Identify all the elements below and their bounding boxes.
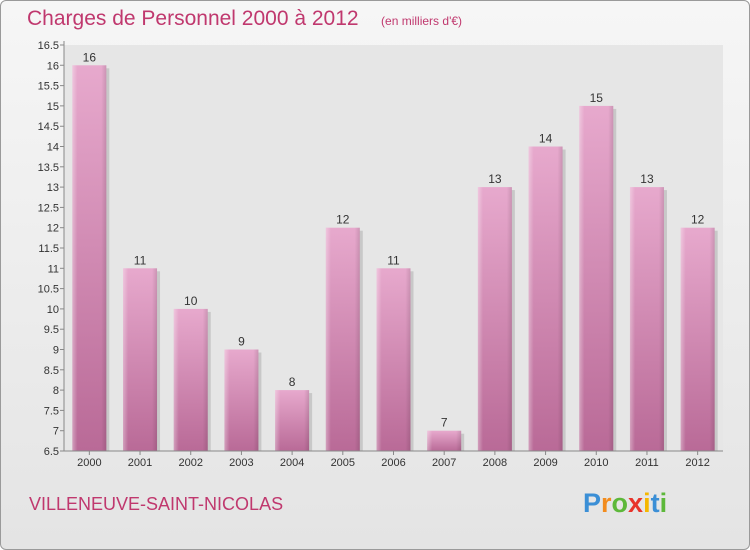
y-tick-label: 15	[47, 101, 59, 113]
bar-2012: 12	[680, 213, 718, 451]
bar-value-label: 12	[336, 213, 350, 227]
bar-highlight	[579, 105, 614, 452]
x-tick-label: 2009	[533, 457, 557, 469]
bar-2003: 9	[224, 335, 262, 451]
y-tick-label: 8	[53, 385, 59, 397]
x-axis: 2000 2001 2002 2003 2004 2005 2006 2007 2008 2009…	[64, 450, 723, 469]
y-tick-label: 6.5	[44, 446, 59, 458]
bar-highlight	[173, 308, 208, 451]
y-axis: 6.5 7 7.5 8 8.5 9 9.5 10 10.5 11 11.5 12 12.5 13 13.5 1…	[38, 40, 65, 458]
x-tick-label: 2010	[584, 457, 608, 469]
bar-highlight	[629, 187, 664, 451]
bar-value-label: 11	[387, 253, 400, 267]
bar-2005: 12	[325, 213, 363, 451]
bar-2008: 13	[477, 172, 515, 451]
x-tick-label: 2002	[178, 457, 202, 469]
bar-2000: 16	[72, 50, 110, 452]
x-tick-label: 2011	[635, 457, 659, 469]
y-tick-label: 9.5	[44, 324, 59, 336]
y-tick-label: 7.5	[44, 405, 59, 417]
bar-2007: 7	[427, 416, 465, 451]
bar-value-label: 7	[441, 416, 448, 430]
bar-value-label: 8	[289, 375, 296, 389]
y-tick-label: 8.5	[44, 365, 59, 377]
y-tick-label: 16.5	[38, 40, 59, 52]
bar-highlight	[275, 390, 310, 451]
bar-highlight	[72, 65, 107, 452]
bars-group: 16 11 10 9 8 12 11 7 13 14 15 13 12	[72, 50, 718, 452]
bar-2009: 14	[528, 132, 566, 451]
bar-value-label: 10	[184, 294, 198, 308]
y-tick-label: 7	[53, 426, 59, 438]
bar-value-label: 15	[590, 91, 604, 105]
bar-2001: 11	[123, 253, 161, 451]
y-tick-label: 11.5	[38, 243, 59, 255]
bar-value-label: 13	[488, 172, 502, 186]
y-tick-label: 12	[47, 223, 59, 235]
bar-2006: 11	[376, 253, 414, 451]
x-tick-label: 2004	[280, 457, 304, 469]
bar-highlight	[224, 349, 259, 451]
logo-letter: r	[601, 488, 612, 518]
chart-title: Charges de Personnel 2000 à 2012	[27, 7, 359, 30]
bar-highlight	[477, 187, 512, 451]
logo-letter: i	[643, 488, 651, 518]
x-tick-label: 2012	[685, 457, 709, 469]
bar-2010: 15	[579, 91, 617, 452]
logo-letter: o	[611, 488, 629, 518]
logo-letter: x	[628, 488, 644, 518]
bar-value-label: 9	[238, 335, 245, 349]
x-tick-label: 2005	[331, 457, 355, 469]
x-tick-label: 2003	[229, 457, 253, 469]
y-tick-label: 10.5	[38, 284, 59, 296]
x-tick-label: 2006	[381, 457, 405, 469]
bar-highlight	[680, 227, 715, 451]
y-tick-label: 9	[53, 345, 59, 357]
title-row: Charges de Personnel 2000 à 2012 (en mil…	[27, 7, 462, 31]
bar-highlight	[528, 146, 563, 451]
x-tick-label: 2001	[128, 457, 152, 469]
bar-value-label: 11	[134, 253, 147, 267]
x-tick-label: 2007	[432, 457, 456, 469]
bar-highlight	[123, 268, 158, 451]
y-tick-label: 14.5	[38, 121, 59, 133]
bar-2011: 13	[629, 172, 667, 451]
y-tick-label: 15.5	[38, 81, 59, 93]
y-tick-label: 14	[47, 142, 59, 154]
logo-letter: t	[650, 488, 660, 518]
bar-value-label: 16	[83, 50, 97, 64]
y-tick-label: 10	[47, 304, 59, 316]
city-name: VILLENEUVE-SAINT-NICOLAS	[29, 494, 284, 514]
x-tick-label: 2008	[483, 457, 507, 469]
bar-highlight	[376, 268, 411, 451]
y-tick-label: 13	[47, 182, 59, 194]
y-tick-label: 11	[48, 263, 59, 275]
chart-subtitle: (en milliers d'€)	[381, 14, 463, 28]
y-tick-label: 12.5	[38, 202, 59, 214]
bar-2002: 10	[173, 294, 211, 451]
logo-letter: i	[659, 488, 668, 518]
logo-letter: P	[583, 488, 602, 518]
bar-highlight	[427, 430, 462, 451]
proxiti-logo: Proxiti	[583, 488, 667, 519]
bar-value-label: 13	[640, 172, 654, 186]
bar-value-label: 14	[539, 132, 553, 146]
x-tick-label: 2000	[77, 457, 101, 469]
bar-2004: 8	[275, 375, 313, 451]
bar-highlight	[325, 227, 360, 451]
bar-value-label: 12	[691, 213, 705, 227]
y-tick-label: 16	[47, 60, 59, 72]
y-tick-label: 13.5	[38, 162, 59, 174]
